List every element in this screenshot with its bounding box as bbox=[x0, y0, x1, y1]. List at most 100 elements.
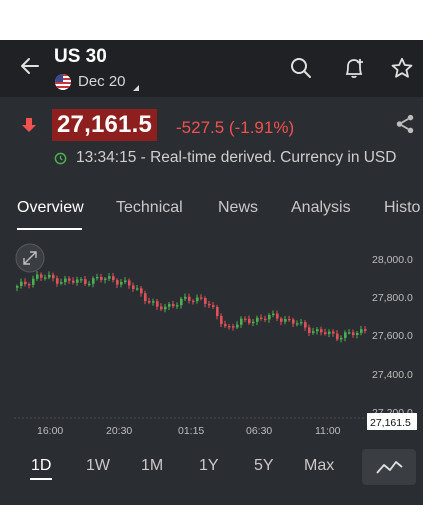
candle-body bbox=[40, 274, 43, 278]
range-5y-button[interactable]: 5Y bbox=[254, 457, 274, 474]
candle-body bbox=[84, 279, 87, 284]
candle-body bbox=[184, 296, 187, 299]
candle-body bbox=[308, 327, 311, 334]
candle-body bbox=[264, 318, 267, 320]
range-1y-button[interactable]: 1Y bbox=[199, 457, 219, 474]
candle-body bbox=[268, 315, 271, 320]
candle-body bbox=[48, 274, 51, 278]
chart-type-button[interactable] bbox=[362, 449, 416, 485]
active-range-indicator bbox=[30, 478, 52, 480]
top-bar: US 30 Dec 20 bbox=[0, 40, 423, 97]
candle-body bbox=[256, 317, 259, 322]
candle-body bbox=[272, 313, 275, 316]
candle-body bbox=[356, 332, 359, 336]
candle-body bbox=[360, 329, 363, 333]
tab-analysis[interactable]: Analysis bbox=[291, 199, 351, 216]
candle-body bbox=[228, 326, 231, 328]
tab-news[interactable]: News bbox=[218, 199, 259, 216]
quote-panel: 27,161.5 -527.5 (-1.91%) 13:34:15 - Real… bbox=[0, 97, 423, 187]
candle-body bbox=[320, 329, 323, 333]
candle-body bbox=[140, 288, 143, 294]
share-icon[interactable] bbox=[394, 113, 416, 135]
candle-body bbox=[80, 279, 83, 281]
candle-body bbox=[72, 280, 75, 283]
candle-body bbox=[304, 322, 307, 328]
candle-body bbox=[116, 280, 119, 285]
candle-body bbox=[252, 321, 255, 324]
candle-body bbox=[24, 281, 27, 285]
candle-body bbox=[288, 318, 291, 321]
tab-historical[interactable]: Histo bbox=[384, 199, 421, 216]
candle-body bbox=[296, 323, 299, 325]
candle-body bbox=[56, 278, 59, 284]
candle-body bbox=[160, 306, 163, 310]
candle-body bbox=[92, 278, 95, 284]
candle-body bbox=[152, 301, 155, 303]
candle-body bbox=[192, 300, 195, 303]
candle-body bbox=[240, 318, 243, 325]
candle-body bbox=[340, 337, 343, 340]
candle-body bbox=[284, 318, 287, 322]
active-tab-indicator bbox=[17, 228, 82, 230]
down-arrow-icon bbox=[22, 118, 36, 132]
line-chart-icon bbox=[376, 461, 403, 474]
candle-body bbox=[132, 285, 135, 290]
candle-body bbox=[96, 277, 99, 279]
candle-body bbox=[32, 278, 35, 285]
candle-body bbox=[108, 276, 111, 279]
search-icon[interactable] bbox=[289, 56, 313, 80]
candle-body bbox=[188, 296, 191, 301]
candle-body bbox=[128, 280, 131, 286]
y-tick-label: 27,400.0 bbox=[372, 369, 413, 381]
candle-body bbox=[244, 318, 247, 320]
tab-technical[interactable]: Technical bbox=[116, 199, 183, 216]
candle-body bbox=[52, 274, 55, 279]
contract-date[interactable]: Dec 20 bbox=[78, 73, 126, 90]
chevron-down-icon[interactable] bbox=[133, 85, 139, 91]
candle-body bbox=[220, 316, 223, 325]
candle-body bbox=[232, 326, 235, 328]
last-price-tag: 27,161.5 bbox=[367, 413, 417, 430]
candle-body bbox=[76, 279, 79, 283]
back-arrow-icon[interactable] bbox=[18, 54, 42, 78]
star-icon[interactable] bbox=[390, 56, 414, 80]
candle-body bbox=[156, 301, 159, 307]
candle-body bbox=[144, 293, 147, 302]
candle-body bbox=[88, 283, 91, 286]
candle-body bbox=[136, 288, 139, 290]
candle-body bbox=[208, 303, 211, 306]
range-1m-button[interactable]: 1M bbox=[141, 457, 164, 474]
us-flag-icon bbox=[55, 74, 71, 90]
status-text: 13:34:15 - Real-time derived. Currency i… bbox=[76, 149, 397, 166]
y-tick-label: 27,800.0 bbox=[372, 292, 413, 304]
candle-body bbox=[236, 324, 239, 328]
x-tick-label: 16:00 bbox=[37, 425, 63, 437]
candle-body bbox=[328, 331, 331, 334]
candle-body bbox=[124, 280, 127, 282]
candle-body bbox=[280, 318, 283, 322]
candle-body bbox=[316, 329, 319, 332]
candle-body bbox=[260, 317, 263, 319]
candle-body bbox=[28, 284, 31, 286]
price-change: -527.5 (-1.91%) bbox=[176, 118, 295, 137]
candle-body bbox=[336, 333, 339, 340]
candle-body bbox=[180, 298, 183, 306]
candle-body bbox=[120, 281, 123, 285]
candle-body bbox=[148, 301, 151, 303]
expand-chart-icon[interactable] bbox=[15, 243, 45, 273]
candle-body bbox=[300, 322, 303, 324]
candle-body bbox=[200, 297, 203, 299]
instrument-title: US 30 bbox=[54, 46, 107, 67]
range-max-button[interactable]: Max bbox=[304, 457, 335, 474]
candle-body bbox=[168, 304, 171, 307]
tab-overview[interactable]: Overview bbox=[17, 199, 84, 216]
range-1d-button[interactable]: 1D bbox=[31, 457, 52, 474]
last-price-label: 27,161.5 bbox=[370, 417, 411, 429]
candlesticks bbox=[16, 271, 367, 343]
add-alert-icon[interactable] bbox=[342, 56, 366, 80]
x-tick-label: 01:15 bbox=[178, 425, 204, 437]
range-1w-button[interactable]: 1W bbox=[86, 457, 110, 474]
candle-body bbox=[276, 313, 279, 319]
candle-body bbox=[172, 304, 175, 307]
price-chart[interactable]: 28,000.0 27,800.0 27,600.0 27,400.0 27,2… bbox=[0, 233, 423, 443]
